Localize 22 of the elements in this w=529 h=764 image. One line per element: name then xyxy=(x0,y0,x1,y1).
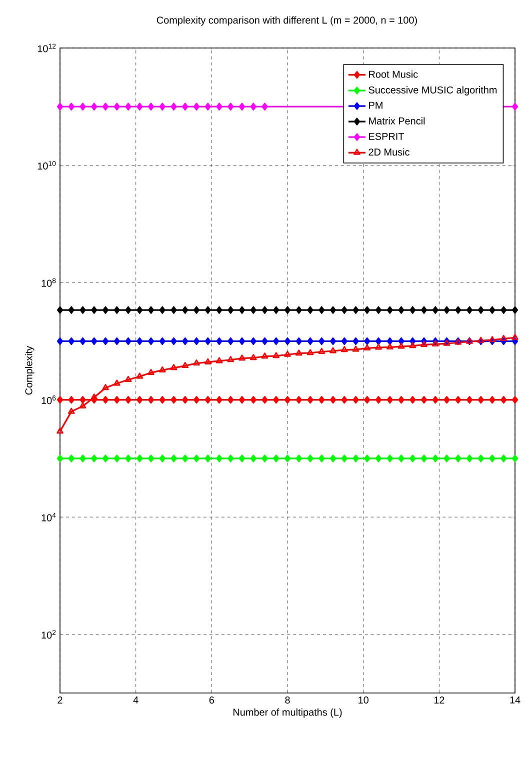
legend-label: 2D Music xyxy=(368,148,410,156)
legend-label: ESPRIT xyxy=(369,132,404,140)
legend-label: Matrix Pencil xyxy=(369,117,425,124)
y-tick-label: 10$^{8}$ xyxy=(42,278,56,287)
x-tick-label: 14 xyxy=(510,696,520,704)
x-axis-title: Number of multipaths (L) xyxy=(234,708,342,718)
y-axis-title: Complexity xyxy=(25,346,34,395)
y-tick-label: 10$^{10}$ xyxy=(38,160,56,170)
chart-title: Complexity comparison with different L (m = 2000, n = 100) xyxy=(156,16,417,26)
x-tick-label: 2 xyxy=(58,696,62,704)
x-tick-label: 6 xyxy=(209,696,214,704)
legend-label: Successive MUSIC algorithm xyxy=(368,86,497,96)
y-tick-label: 10$^{4}$ xyxy=(42,512,56,522)
legend-label: PM xyxy=(369,102,382,109)
y-tick-label: 10$^{6}$ xyxy=(42,396,56,404)
x-tick-label: 8 xyxy=(285,696,290,704)
y-tick-label: 10$^{2}$ xyxy=(42,630,56,639)
x-tick-label: 12 xyxy=(434,696,444,704)
legend-label: Root Music xyxy=(369,70,418,78)
y-tick-label: 10$^{12}$ xyxy=(38,44,56,52)
x-tick-label: 4 xyxy=(133,696,138,704)
x-tick-label: 10 xyxy=(358,696,368,704)
